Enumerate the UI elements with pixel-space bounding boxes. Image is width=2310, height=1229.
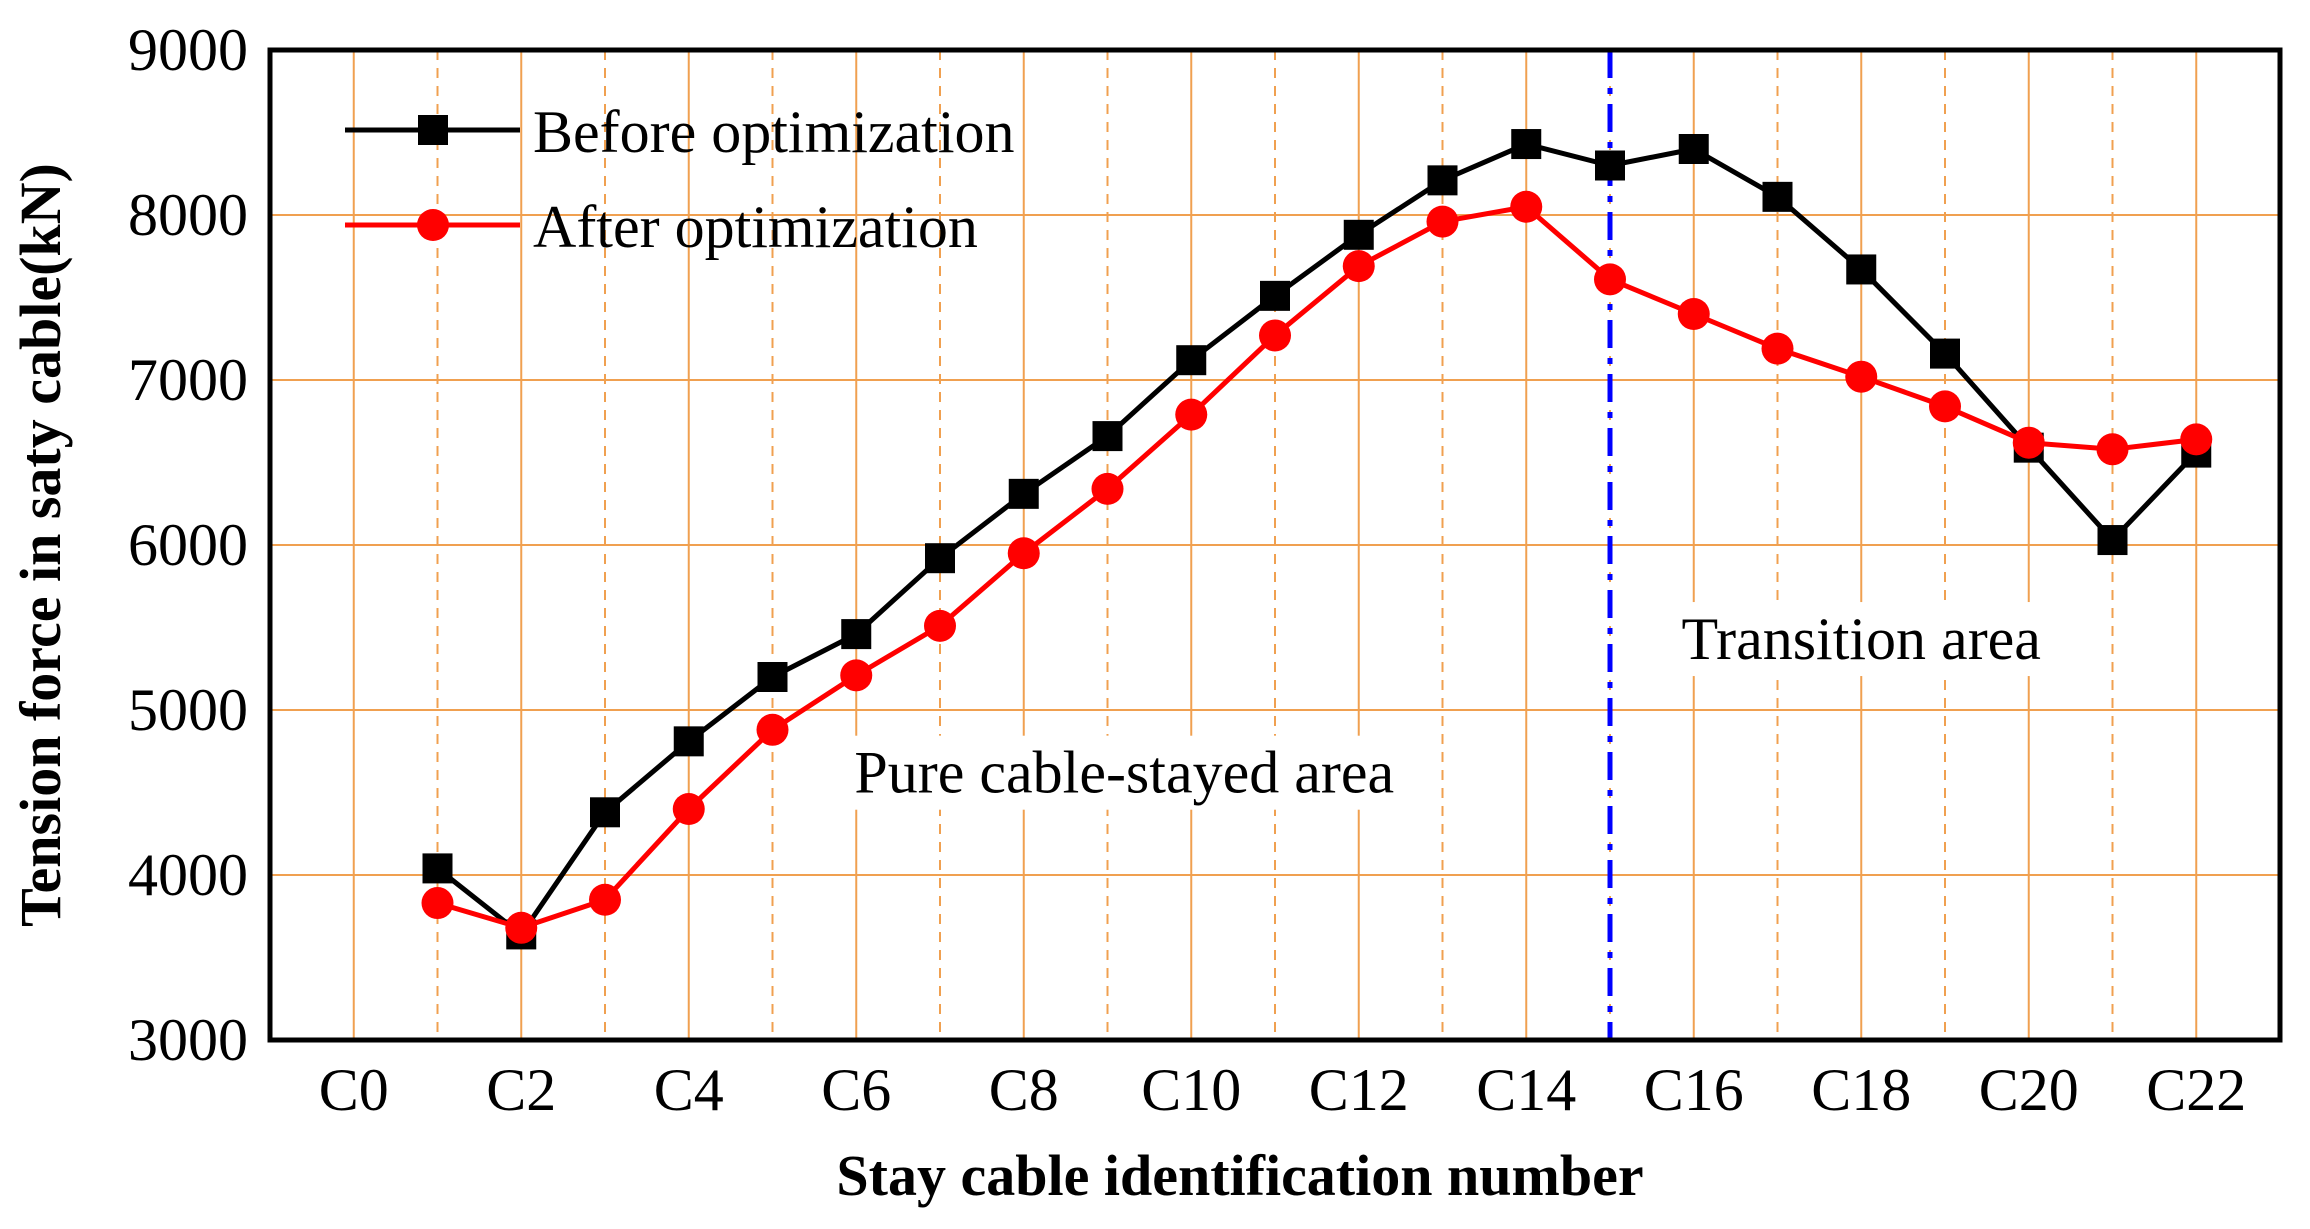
data-point	[840, 659, 873, 692]
data-point	[1427, 165, 1458, 196]
annotation-background	[844, 735, 1405, 810]
data-point	[1426, 205, 1459, 238]
legend: Before optimization After optimization	[345, 99, 1015, 260]
data-point	[1677, 298, 1710, 330]
x-tick-label: C14	[1476, 1057, 1576, 1123]
data-point	[1762, 181, 1793, 212]
data-point	[505, 911, 538, 944]
data-point	[1260, 280, 1290, 311]
data-point	[421, 887, 454, 920]
series-line	[436, 204, 2197, 931]
x-tick-label: C20	[1979, 1057, 2079, 1123]
x-tick-label: C16	[1644, 1057, 1744, 1123]
y-tick-label: 8000	[128, 182, 248, 248]
data-point	[1761, 332, 1794, 365]
y-axis-title: Tension force in saty cable(kN)	[8, 163, 73, 927]
x-axis-title: Stay cable identification number	[836, 1143, 1643, 1208]
data-point	[1342, 250, 1375, 283]
x-tick-label: C2	[486, 1057, 556, 1123]
annotation-background	[1671, 602, 2051, 677]
x-tick-label: C8	[989, 1057, 1059, 1123]
y-tick-label: 7000	[128, 347, 248, 413]
legend-label-after: After optimization	[533, 194, 978, 260]
y-tick-label: 6000	[128, 512, 248, 578]
data-point	[2012, 426, 2045, 459]
legend-entry-before: Before optimization	[345, 99, 1015, 165]
data-point	[2096, 433, 2129, 466]
x-tick-label: C0	[319, 1057, 389, 1123]
data-point	[1008, 478, 1039, 509]
data-point	[757, 662, 788, 692]
legend-marker-before	[418, 115, 448, 145]
x-tick-label: C18	[1811, 1057, 1911, 1123]
tick-labels: 3000 4000 5000 6000 7000 8000 9000 C0 C2 C4 C6 C8 C1…	[128, 17, 2246, 1123]
data-point	[1845, 360, 1878, 393]
legend-marker-after	[417, 209, 449, 241]
legend-label-before: Before optimization	[533, 99, 1015, 165]
data-point	[1510, 190, 1543, 223]
data-point	[422, 853, 453, 884]
grid	[270, 50, 2280, 1040]
x-tick-label: C6	[821, 1057, 891, 1123]
y-tick-label: 9000	[128, 17, 248, 83]
data-point	[1259, 319, 1291, 352]
data-point	[756, 713, 789, 746]
data-point	[590, 797, 620, 828]
y-tick-label: 3000	[128, 1007, 248, 1073]
data-point	[673, 726, 704, 757]
series-1	[421, 190, 2213, 944]
y-tick-label: 5000	[128, 677, 248, 743]
data-point	[1929, 390, 1961, 423]
x-tick-label: C4	[654, 1057, 724, 1123]
data-point	[672, 793, 705, 825]
data-point	[2097, 525, 2128, 556]
data-point	[1176, 345, 1207, 376]
legend-entry-after: After optimization	[345, 194, 978, 260]
series-layer	[421, 129, 2213, 950]
annotation-label: Pure cable-stayed area	[854, 740, 1394, 806]
x-tick-label: C10	[1141, 1057, 1241, 1123]
data-point	[925, 543, 955, 574]
x-tick-label: C22	[2146, 1057, 2246, 1123]
data-point	[1594, 263, 1626, 296]
annotation-label: Transition area	[1682, 606, 2041, 672]
data-point	[1511, 129, 1542, 160]
data-point	[1092, 421, 1123, 452]
series-line	[435, 141, 2199, 937]
x-tick-label: C12	[1309, 1057, 1409, 1123]
plot-frame	[267, 47, 2283, 1043]
data-point	[1007, 537, 1040, 570]
data-point	[589, 883, 621, 916]
data-point	[2180, 423, 2213, 456]
y-tick-label: 4000	[128, 842, 248, 908]
data-point	[924, 609, 956, 642]
data-point	[1595, 150, 1625, 181]
data-point	[1930, 338, 1960, 369]
data-point	[1846, 254, 1877, 285]
data-point	[1343, 219, 1374, 250]
annotations: Pure cable-stayed area Transition area	[844, 602, 2051, 810]
data-point	[1091, 472, 1124, 505]
data-point	[1175, 398, 1208, 431]
data-point	[841, 619, 872, 650]
data-point	[1678, 134, 1709, 164]
